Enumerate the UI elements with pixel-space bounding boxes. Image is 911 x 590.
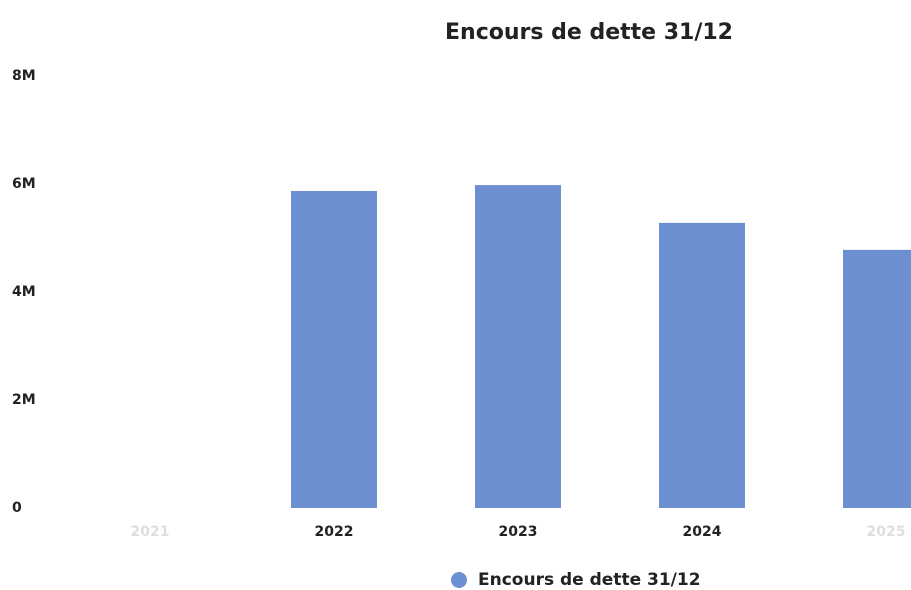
x-tick-label: 2023	[499, 524, 538, 540]
legend-marker	[451, 572, 467, 588]
bar	[475, 185, 561, 508]
bar	[291, 191, 377, 508]
y-tick-label: 8M	[12, 68, 36, 84]
bar	[659, 222, 745, 508]
chart-title: Encours de dette 31/12	[445, 20, 733, 45]
bar	[843, 249, 911, 508]
x-tick-label: 2024	[683, 524, 722, 540]
y-tick-label: 0	[12, 500, 22, 516]
y-tick-label: 2M	[12, 392, 36, 408]
x-tick-label: 2022	[315, 524, 354, 540]
x-tick-label: 2025	[867, 524, 906, 540]
y-tick-label: 4M	[12, 284, 36, 300]
y-tick-label: 6M	[12, 176, 36, 192]
x-tick-label: 2021	[131, 524, 170, 540]
legend-label: Encours de dette 31/12	[478, 570, 701, 590]
